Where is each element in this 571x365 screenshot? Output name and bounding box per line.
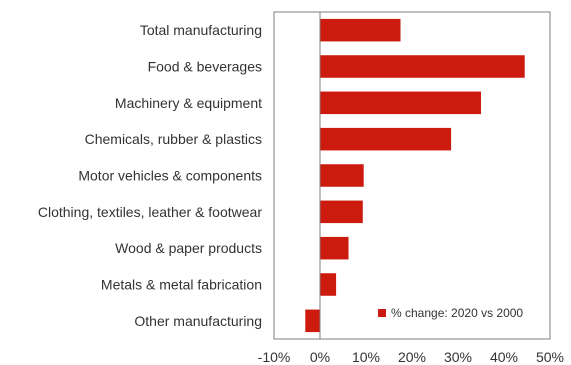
x-tick-label: -10% — [258, 349, 291, 365]
x-tick-label: 10% — [352, 349, 380, 365]
legend-swatch — [378, 309, 386, 317]
x-tick-label: 40% — [490, 349, 518, 365]
bar — [320, 18, 401, 42]
bar — [320, 273, 337, 296]
bar — [320, 164, 364, 187]
category-label: Chemicals, rubber & plastics — [85, 131, 262, 147]
legend-label: % change: 2020 vs 2000 — [391, 306, 523, 320]
category-label: Other manufacturing — [134, 313, 262, 329]
x-tick-label: 50% — [536, 349, 564, 365]
bar — [320, 91, 481, 115]
category-label: Clothing, textiles, leather & footwear — [38, 204, 262, 220]
bar — [320, 55, 525, 78]
bar — [320, 236, 349, 260]
bar — [305, 309, 320, 333]
category-label: Machinery & equipment — [115, 95, 262, 111]
x-tick-label: 0% — [310, 349, 330, 365]
category-label: Food & beverages — [148, 59, 262, 75]
bar — [320, 127, 452, 151]
category-label: Metals & metal fabrication — [101, 277, 262, 293]
category-label: Wood & paper products — [115, 240, 262, 256]
category-label: Total manufacturing — [140, 22, 262, 38]
x-tick-label: 30% — [444, 349, 472, 365]
plot-frame — [273, 11, 551, 340]
bar — [320, 200, 363, 224]
category-label: Motor vehicles & components — [78, 168, 262, 184]
x-tick-label: 20% — [398, 349, 426, 365]
legend: % change: 2020 vs 2000 — [378, 306, 523, 320]
